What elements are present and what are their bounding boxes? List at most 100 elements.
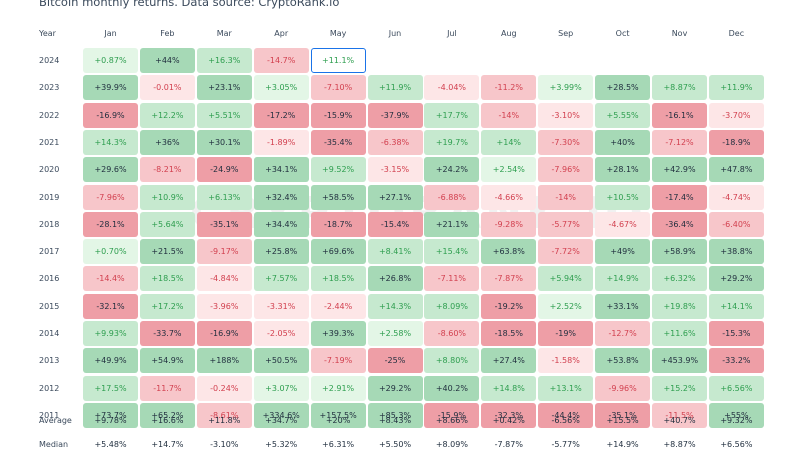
return-cell[interactable]: +19.7% — [424, 130, 479, 155]
return-cell[interactable]: +40.2% — [424, 376, 479, 401]
return-cell[interactable]: +13.1% — [538, 376, 593, 401]
return-cell[interactable]: +2.58% — [368, 321, 423, 346]
return-cell[interactable]: -7.96% — [538, 157, 593, 182]
return-cell[interactable]: -4.74% — [709, 185, 764, 210]
return-cell[interactable]: -35.4% — [311, 130, 366, 155]
return-cell[interactable]: -35.1% — [197, 212, 252, 237]
return-cell[interactable]: +33.1% — [595, 294, 650, 319]
return-cell[interactable]: +3.99% — [538, 75, 593, 100]
return-cell[interactable]: +25.8% — [254, 239, 309, 264]
return-cell[interactable]: +8.87% — [652, 75, 707, 100]
return-cell[interactable]: +3.07% — [254, 376, 309, 401]
return-cell[interactable]: +8.41% — [368, 239, 423, 264]
return-cell[interactable]: +5.94% — [538, 266, 593, 291]
return-cell[interactable]: -28.1% — [83, 212, 138, 237]
return-cell[interactable]: +29.2% — [368, 376, 423, 401]
return-cell[interactable]: +30.1% — [197, 130, 252, 155]
return-cell[interactable]: +34.4% — [254, 212, 309, 237]
return-cell[interactable]: -2.05% — [254, 321, 309, 346]
return-cell[interactable]: +36% — [140, 130, 195, 155]
return-cell[interactable]: -14% — [538, 185, 593, 210]
return-cell[interactable]: +8.80% — [424, 348, 479, 373]
return-cell[interactable]: +6.56% — [709, 376, 764, 401]
return-cell[interactable]: +54.9% — [140, 348, 195, 373]
return-cell[interactable]: +17.7% — [424, 103, 479, 128]
return-cell[interactable]: -9.96% — [595, 376, 650, 401]
return-cell[interactable]: -19% — [538, 321, 593, 346]
return-cell[interactable]: -7.11% — [424, 266, 479, 291]
return-cell[interactable]: -6.88% — [424, 185, 479, 210]
return-cell[interactable]: +29.6% — [83, 157, 138, 182]
return-cell[interactable]: +38.8% — [709, 239, 764, 264]
return-cell[interactable]: -4.67% — [595, 212, 650, 237]
return-cell[interactable]: +47.8% — [709, 157, 764, 182]
return-cell[interactable]: -3.15% — [368, 157, 423, 182]
return-cell[interactable]: -14% — [481, 103, 536, 128]
return-cell[interactable]: +188% — [197, 348, 252, 373]
return-cell[interactable]: +42.9% — [652, 157, 707, 182]
return-cell[interactable]: -37.9% — [368, 103, 423, 128]
return-cell[interactable]: -19.2% — [481, 294, 536, 319]
return-cell[interactable]: +39.9% — [83, 75, 138, 100]
return-cell[interactable]: +12.2% — [140, 103, 195, 128]
return-cell[interactable]: -33.7% — [140, 321, 195, 346]
return-cell[interactable]: +27.1% — [368, 185, 423, 210]
return-cell[interactable]: +14.9% — [595, 266, 650, 291]
return-cell[interactable]: +63.8% — [481, 239, 536, 264]
return-cell[interactable]: +58.5% — [311, 185, 366, 210]
return-cell[interactable]: -33.2% — [709, 348, 764, 373]
return-cell[interactable]: -36.4% — [652, 212, 707, 237]
return-cell[interactable]: +7.57% — [254, 266, 309, 291]
return-cell[interactable]: +44% — [140, 48, 195, 73]
return-cell[interactable]: -9.28% — [481, 212, 536, 237]
return-cell[interactable]: -7.12% — [652, 130, 707, 155]
return-cell[interactable]: +19.8% — [652, 294, 707, 319]
return-cell[interactable]: +6.13% — [197, 185, 252, 210]
return-cell[interactable]: +28.1% — [595, 157, 650, 182]
return-cell[interactable]: -16.9% — [197, 321, 252, 346]
return-cell[interactable]: +21.1% — [424, 212, 479, 237]
return-cell[interactable]: +40% — [595, 130, 650, 155]
return-cell[interactable]: +28.5% — [595, 75, 650, 100]
return-cell[interactable]: +2.91% — [311, 376, 366, 401]
return-cell[interactable]: -7.10% — [311, 75, 366, 100]
return-cell[interactable]: +24.2% — [424, 157, 479, 182]
return-cell[interactable]: -7.19% — [311, 348, 366, 373]
return-cell[interactable]: +29.2% — [709, 266, 764, 291]
return-cell[interactable]: +14.8% — [481, 376, 536, 401]
return-cell[interactable]: -1.58% — [538, 348, 593, 373]
return-cell[interactable]: +2.54% — [481, 157, 536, 182]
return-cell[interactable]: -9.17% — [197, 239, 252, 264]
return-cell[interactable]: -6.40% — [709, 212, 764, 237]
return-cell[interactable]: -7.96% — [83, 185, 138, 210]
return-cell[interactable]: -6.38% — [368, 130, 423, 155]
return-cell[interactable]: +21.5% — [140, 239, 195, 264]
return-cell[interactable]: +17.5% — [83, 376, 138, 401]
return-cell[interactable]: -4.66% — [481, 185, 536, 210]
return-cell[interactable]: +10.9% — [140, 185, 195, 210]
return-cell[interactable]: +14% — [481, 130, 536, 155]
return-cell[interactable]: +9.52% — [311, 157, 366, 182]
return-cell[interactable]: +50.5% — [254, 348, 309, 373]
return-cell[interactable]: -3.10% — [538, 103, 593, 128]
return-cell[interactable]: +10.5% — [595, 185, 650, 210]
return-cell[interactable]: -7.30% — [538, 130, 593, 155]
return-cell[interactable]: -8.60% — [424, 321, 479, 346]
return-cell[interactable]: -3.96% — [197, 294, 252, 319]
return-cell[interactable]: -14.4% — [83, 266, 138, 291]
return-cell[interactable]: +14.1% — [709, 294, 764, 319]
return-cell[interactable]: +5.51% — [197, 103, 252, 128]
return-cell[interactable]: -3.31% — [254, 294, 309, 319]
return-cell[interactable]: -15.3% — [709, 321, 764, 346]
return-cell[interactable]: +49.9% — [83, 348, 138, 373]
return-cell[interactable]: -16.1% — [652, 103, 707, 128]
return-cell[interactable]: -7.87% — [481, 266, 536, 291]
return-cell[interactable]: +0.70% — [83, 239, 138, 264]
return-cell[interactable]: -4.84% — [197, 266, 252, 291]
return-cell[interactable]: -15.9% — [311, 103, 366, 128]
return-cell[interactable]: +26.8% — [368, 266, 423, 291]
return-cell[interactable]: +17.2% — [140, 294, 195, 319]
return-cell[interactable]: +0.87% — [83, 48, 138, 73]
return-cell[interactable]: -15.4% — [368, 212, 423, 237]
return-cell[interactable]: +49% — [595, 239, 650, 264]
